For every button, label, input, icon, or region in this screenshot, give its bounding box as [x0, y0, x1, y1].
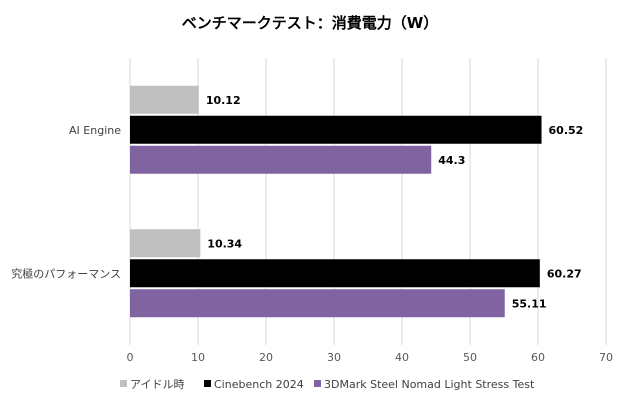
data-label: 60.27 — [547, 267, 582, 280]
bar — [130, 289, 505, 318]
category-label: 究極のパフォーマンス — [11, 266, 121, 280]
chart-title: ベンチマークテスト：消費電力（W） — [182, 14, 439, 32]
data-label: 55.11 — [512, 297, 547, 310]
x-tick-label: 20 — [259, 351, 273, 364]
x-tick-label: 0 — [127, 351, 134, 364]
bar — [130, 145, 432, 174]
x-tick-label: 70 — [599, 351, 613, 364]
legend-swatch — [204, 380, 211, 387]
bar — [130, 259, 540, 288]
x-tick-label: 30 — [327, 351, 341, 364]
bar — [130, 85, 199, 114]
bar — [130, 115, 542, 144]
x-tick-label: 60 — [531, 351, 545, 364]
data-label: 60.52 — [549, 124, 584, 137]
legend-swatch — [120, 380, 127, 387]
legend-label: アイドル時 — [130, 378, 184, 391]
data-label: 44.3 — [438, 154, 465, 167]
data-label: 10.12 — [206, 94, 241, 107]
x-tick-label: 50 — [463, 351, 477, 364]
bar — [130, 229, 201, 258]
legend-label: 3DMark Steel Nomad Light Stress Test — [324, 378, 535, 391]
legend-swatch — [314, 380, 321, 387]
legend-label: Cinebench 2024 — [214, 378, 304, 391]
x-tick-label: 40 — [395, 351, 409, 364]
category-label: AI Engine — [69, 124, 121, 137]
x-tick-label: 10 — [191, 351, 205, 364]
data-label: 10.34 — [207, 237, 242, 250]
